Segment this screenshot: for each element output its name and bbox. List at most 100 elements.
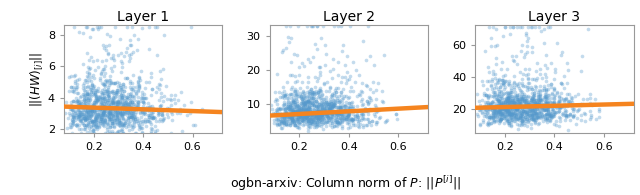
Point	[522, 106, 532, 109]
Point	[490, 90, 500, 93]
Point	[564, 99, 574, 103]
Point	[309, 109, 319, 112]
Point	[305, 118, 315, 121]
Point	[534, 97, 544, 100]
Point	[527, 99, 537, 102]
Point	[487, 79, 497, 82]
Point	[519, 99, 529, 103]
Point	[314, 66, 324, 69]
Point	[308, 119, 318, 122]
Point	[488, 107, 498, 110]
Point	[299, 107, 309, 110]
Point	[129, 115, 140, 118]
Point	[528, 100, 538, 103]
Point	[529, 94, 539, 97]
Point	[502, 96, 513, 99]
Point	[500, 110, 510, 113]
Point	[317, 105, 328, 108]
Point	[295, 122, 305, 125]
Point	[537, 76, 547, 80]
Point	[157, 113, 168, 116]
Point	[532, 105, 543, 108]
Point	[543, 105, 553, 108]
Point	[84, 97, 94, 100]
Point	[280, 94, 290, 97]
Point	[119, 99, 129, 102]
Point	[500, 86, 510, 89]
Point	[93, 66, 103, 69]
Point	[303, 114, 314, 117]
Point	[317, 110, 328, 113]
Point	[99, 111, 109, 114]
Point	[103, 122, 113, 126]
Point	[117, 95, 127, 98]
Point	[543, 102, 554, 105]
Point	[538, 104, 548, 107]
Point	[504, 98, 515, 101]
Point	[102, 115, 113, 118]
Point	[304, 96, 314, 99]
Point	[298, 101, 308, 104]
Point	[118, 84, 128, 88]
Point	[526, 98, 536, 101]
Point	[102, 87, 113, 90]
Point	[289, 102, 300, 105]
Point	[310, 112, 320, 115]
Point	[317, 115, 327, 118]
Point	[536, 103, 547, 106]
Point	[331, 111, 341, 114]
Point	[534, 98, 545, 101]
Point	[98, 113, 108, 116]
Point	[75, 102, 85, 105]
Point	[496, 117, 506, 120]
Point	[278, 118, 288, 121]
Point	[303, 105, 314, 109]
Point	[89, 128, 99, 131]
Point	[280, 104, 290, 107]
Point	[305, 98, 316, 101]
Point	[115, 105, 125, 108]
Point	[490, 73, 500, 76]
Point	[281, 115, 291, 118]
Point	[563, 103, 573, 106]
Point	[537, 99, 547, 102]
Point	[104, 35, 115, 38]
Point	[522, 112, 532, 115]
Point	[477, 110, 487, 113]
Point	[89, 120, 99, 123]
Point	[291, 98, 301, 101]
Point	[350, 81, 360, 84]
Point	[81, 114, 91, 117]
Point	[529, 108, 539, 111]
Point	[305, 107, 315, 111]
Point	[515, 117, 525, 120]
Point	[320, 112, 330, 115]
Point	[337, 101, 348, 104]
Point	[296, 106, 306, 110]
Point	[73, 113, 83, 116]
Point	[297, 118, 307, 121]
Point	[277, 120, 287, 123]
Point	[585, 110, 595, 113]
Point	[343, 113, 353, 116]
Point	[529, 97, 539, 100]
Point	[332, 117, 342, 120]
Point	[380, 120, 390, 123]
Point	[494, 77, 504, 80]
Point	[525, 109, 536, 113]
Point	[489, 120, 499, 123]
Point	[303, 126, 314, 129]
Point	[117, 103, 127, 106]
Point	[280, 94, 290, 97]
Point	[132, 120, 142, 123]
Point	[346, 101, 356, 105]
Point	[585, 92, 595, 95]
Point	[540, 106, 550, 109]
Point	[527, 25, 537, 28]
Point	[542, 113, 552, 116]
Point	[497, 105, 508, 108]
Point	[118, 121, 128, 125]
Point	[493, 100, 503, 103]
Point	[353, 125, 363, 128]
Point	[294, 107, 304, 110]
